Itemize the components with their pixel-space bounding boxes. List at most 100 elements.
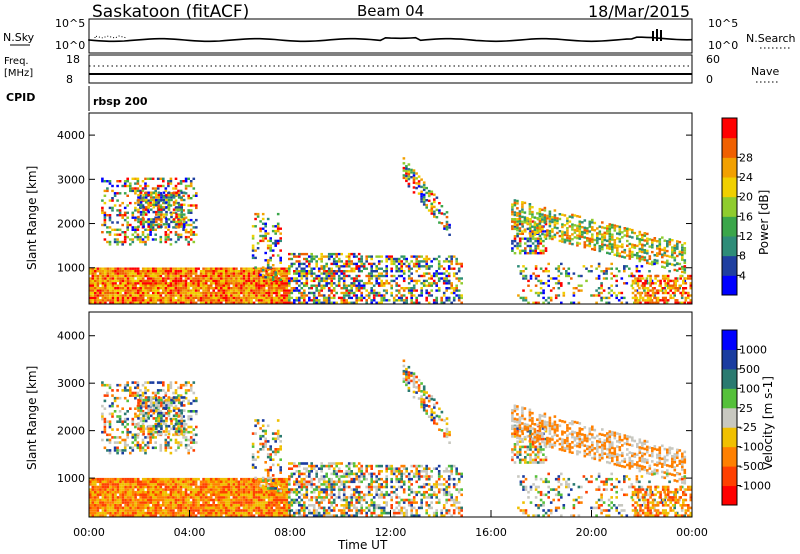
power-echo-cell xyxy=(450,255,453,258)
velocity-echo-cell xyxy=(245,511,248,515)
power-echo-cell xyxy=(212,291,215,295)
power-echo-cell xyxy=(146,199,150,202)
power-echo-cell xyxy=(222,291,226,295)
power-echo-cell xyxy=(147,210,150,214)
velocity-echo-cell xyxy=(214,514,218,517)
power-echo-cell xyxy=(335,265,338,268)
power-echo-cell xyxy=(232,284,236,287)
power-echo-cell xyxy=(355,255,358,258)
power-echo-cell xyxy=(385,265,388,268)
power-echo-cell xyxy=(225,301,228,304)
velocity-echo-cell xyxy=(134,480,137,484)
power-echo-cell xyxy=(572,294,576,297)
velocity-echo-cell xyxy=(91,504,95,507)
power-echo-cell xyxy=(673,263,677,267)
power-echo-cell xyxy=(556,222,559,225)
power-echo-cell xyxy=(131,233,135,236)
power-echo-cell xyxy=(380,267,383,270)
power-echo-cell xyxy=(106,270,110,273)
power-echo-cell xyxy=(192,291,195,295)
power-echo-cell xyxy=(518,210,522,213)
power-echo-cell xyxy=(375,255,378,258)
velocity-echo-cell xyxy=(214,488,218,491)
velocity-echo-cell xyxy=(237,498,241,502)
power-echo-cell xyxy=(94,294,97,297)
power-echo-cell xyxy=(593,243,597,247)
velocity-echo-cell xyxy=(257,514,261,517)
power-echo-cell xyxy=(257,287,261,290)
power-echo-cell xyxy=(616,244,619,247)
velocity-echo-cell xyxy=(179,485,183,489)
velocity-echo-cell xyxy=(202,509,205,512)
power-echo-cell xyxy=(536,217,539,220)
power-echo-cell xyxy=(620,277,624,280)
velocity-echo-cell xyxy=(199,488,203,491)
power-echo-cell xyxy=(184,180,188,183)
power-echo-cell xyxy=(111,221,114,224)
velocity-echo-cell xyxy=(144,514,147,517)
velocity-echo-cell xyxy=(260,511,263,515)
power-echo-cell xyxy=(116,192,119,195)
velocity-echo-cell xyxy=(247,506,251,510)
power-echo-cell xyxy=(578,235,582,238)
power-echo-cell xyxy=(269,266,272,269)
power-echo-cell xyxy=(184,274,188,278)
power-echo-cell xyxy=(295,299,299,302)
power-echo-cell xyxy=(227,272,231,275)
power-echo-cell xyxy=(370,267,373,270)
power-echo-cell xyxy=(628,247,632,251)
power-echo-cell xyxy=(134,294,137,297)
power-echo-cell xyxy=(598,225,602,228)
velocity-echo-cell xyxy=(116,509,120,512)
velocity-echo-cell xyxy=(116,480,120,484)
power-echo-cell xyxy=(511,208,514,211)
power-echo-cell xyxy=(129,201,132,205)
power-echo-cell xyxy=(182,282,185,285)
velocity-echo-cell xyxy=(124,480,127,484)
velocity-echo-cell xyxy=(139,490,142,494)
velocity-echo-cell xyxy=(235,496,238,499)
velocity-echo-cell xyxy=(209,485,213,489)
power-echo-cell xyxy=(663,287,666,290)
power-echo-cell xyxy=(157,196,161,199)
velocity-echo-cell xyxy=(164,477,168,481)
power-echo-cell xyxy=(308,262,311,266)
power-echo-cell xyxy=(187,272,190,275)
power-echo-cell xyxy=(357,274,361,278)
power-echo-cell xyxy=(551,237,554,241)
power-echo-cell xyxy=(516,222,519,226)
power-echo-cell xyxy=(144,201,148,204)
power-echo-cell xyxy=(390,294,393,297)
power-echo-cell xyxy=(362,284,366,287)
velocity-echo-cell xyxy=(199,506,203,510)
power-echo-cell xyxy=(266,247,270,250)
power-echo-cell xyxy=(121,299,125,302)
power-echo-cell xyxy=(375,282,378,285)
power-echo-cell xyxy=(250,299,253,302)
power-echo-cell xyxy=(131,299,135,302)
power-echo-cell xyxy=(327,270,331,273)
power-echo-cell xyxy=(260,291,263,295)
power-echo-cell xyxy=(227,267,231,270)
power-echo-cell xyxy=(573,228,577,232)
power-echo-cell xyxy=(119,289,122,292)
power-echo-cell xyxy=(89,291,92,295)
power-echo-cell xyxy=(425,279,428,283)
power-echo-cell xyxy=(180,213,183,216)
velocity-echo-cell xyxy=(114,477,117,481)
power-echo-cell xyxy=(636,254,639,257)
power-echo-cell xyxy=(214,291,218,295)
power-echo-cell xyxy=(536,222,540,226)
power-echo-cell xyxy=(687,291,690,295)
power-echo-cell xyxy=(544,249,548,252)
velocity-echo-cell xyxy=(179,483,183,486)
power-echo-cell xyxy=(251,237,255,240)
power-colorbar-block-1 xyxy=(722,255,737,276)
power-echo-cell xyxy=(543,233,547,236)
power-echo-cell xyxy=(269,239,272,243)
power-echo-cell xyxy=(410,267,413,270)
power-echo-cell xyxy=(377,282,381,285)
power-echo-cell xyxy=(649,284,652,287)
power-echo-cell xyxy=(290,252,294,256)
power-echo-cell xyxy=(192,284,195,287)
